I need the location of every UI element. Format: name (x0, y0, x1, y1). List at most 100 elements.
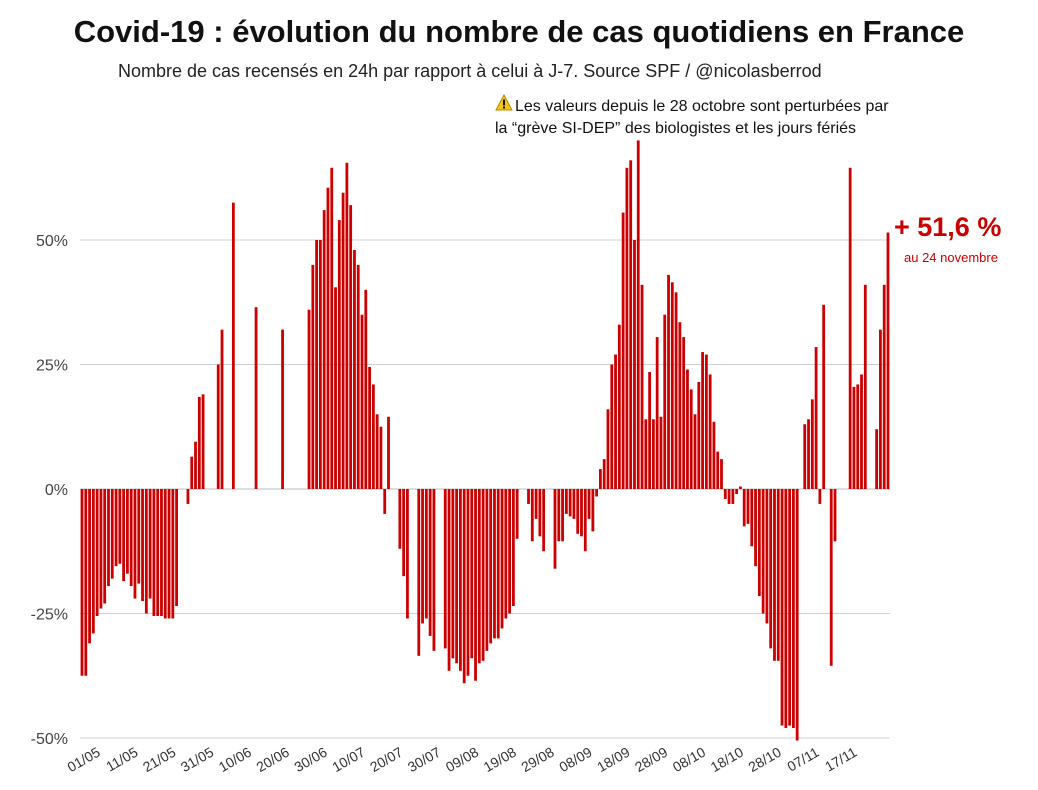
bar (587, 489, 591, 519)
bar (470, 489, 474, 659)
bar (477, 489, 481, 664)
x-tick-label: 20/07 (367, 744, 406, 775)
x-tick-label: 19/08 (481, 744, 520, 775)
bar (126, 489, 129, 574)
bar (148, 489, 152, 599)
x-tick-label: 29/08 (518, 744, 557, 775)
y-tick-label: -50% (31, 731, 68, 748)
bar (602, 459, 606, 489)
x-tick-label: 28/09 (632, 744, 671, 775)
bar (114, 489, 118, 567)
bar (678, 322, 682, 489)
bar (595, 489, 599, 497)
gridlines (80, 239, 890, 739)
bar (379, 426, 383, 489)
bar (693, 414, 697, 489)
bar (402, 489, 406, 577)
bar (466, 489, 470, 676)
bar (776, 489, 780, 661)
x-tick-label: 11/05 (103, 744, 141, 775)
bar (599, 469, 602, 489)
x-tick-label: 20/06 (254, 744, 293, 775)
bar (160, 489, 163, 616)
bar (829, 489, 833, 666)
bar (530, 489, 534, 542)
latest-value-callout: + 51,6 % (894, 212, 1002, 242)
bar (614, 354, 617, 489)
bar (349, 205, 353, 489)
bar (689, 389, 693, 489)
bar (103, 489, 107, 604)
bar (731, 489, 735, 504)
bar (814, 347, 818, 489)
bar (561, 489, 564, 542)
bar (848, 167, 852, 490)
bar (621, 212, 625, 490)
bar (818, 489, 822, 504)
bar (443, 489, 447, 649)
bar (822, 304, 826, 489)
bar (110, 489, 114, 579)
bar (368, 366, 371, 489)
bar (489, 489, 493, 644)
bar (538, 489, 542, 537)
bar (190, 456, 194, 489)
bar (833, 489, 837, 542)
bar (708, 374, 712, 489)
bar (508, 489, 511, 614)
bar (364, 289, 368, 489)
bar (474, 489, 477, 681)
bar (107, 489, 110, 587)
bar (167, 489, 171, 619)
bar (330, 167, 334, 490)
bar (659, 416, 663, 489)
chart-title: Covid-19 : évolution du nombre de cas qu… (73, 14, 965, 49)
bar (152, 489, 156, 616)
bar (886, 232, 890, 489)
bar (451, 489, 455, 659)
bar (511, 489, 515, 607)
bar (882, 284, 886, 489)
bar (553, 489, 557, 569)
bar (156, 489, 160, 616)
bar (163, 489, 167, 619)
x-tick-label: 30/06 (291, 744, 330, 775)
x-tick-label: 10/07 (329, 744, 368, 775)
warning-note: Les valeurs depuis le 28 octobre sont pe… (495, 93, 889, 140)
bar (583, 489, 587, 552)
bar (591, 489, 595, 532)
bar (428, 489, 432, 636)
bar (720, 459, 723, 489)
bar (406, 489, 409, 619)
bar (171, 489, 175, 619)
bar (754, 489, 757, 567)
latest-value-date: au 24 novembre (904, 250, 998, 265)
bar (88, 489, 91, 644)
bar (860, 374, 863, 489)
bar (682, 337, 686, 489)
bar (572, 489, 576, 519)
bar (186, 489, 190, 504)
x-tick-label: 08/10 (670, 744, 709, 775)
x-tick-label: 09/08 (443, 744, 482, 775)
bar (697, 381, 701, 489)
bar (500, 489, 504, 629)
bar (515, 489, 519, 539)
bars (80, 140, 890, 741)
bar (322, 210, 326, 489)
bar (875, 429, 879, 489)
bar (670, 282, 674, 489)
y-tick-label: 50% (36, 233, 68, 250)
bar (421, 489, 424, 624)
y-tick-label: -25% (31, 607, 68, 624)
bar (644, 419, 648, 489)
bar (750, 489, 754, 547)
bar (674, 292, 678, 489)
bar (99, 489, 103, 609)
bar (311, 264, 315, 489)
bar (788, 489, 792, 726)
bar (667, 274, 670, 489)
bar (360, 314, 364, 489)
bar (879, 329, 882, 489)
bar (137, 489, 141, 584)
